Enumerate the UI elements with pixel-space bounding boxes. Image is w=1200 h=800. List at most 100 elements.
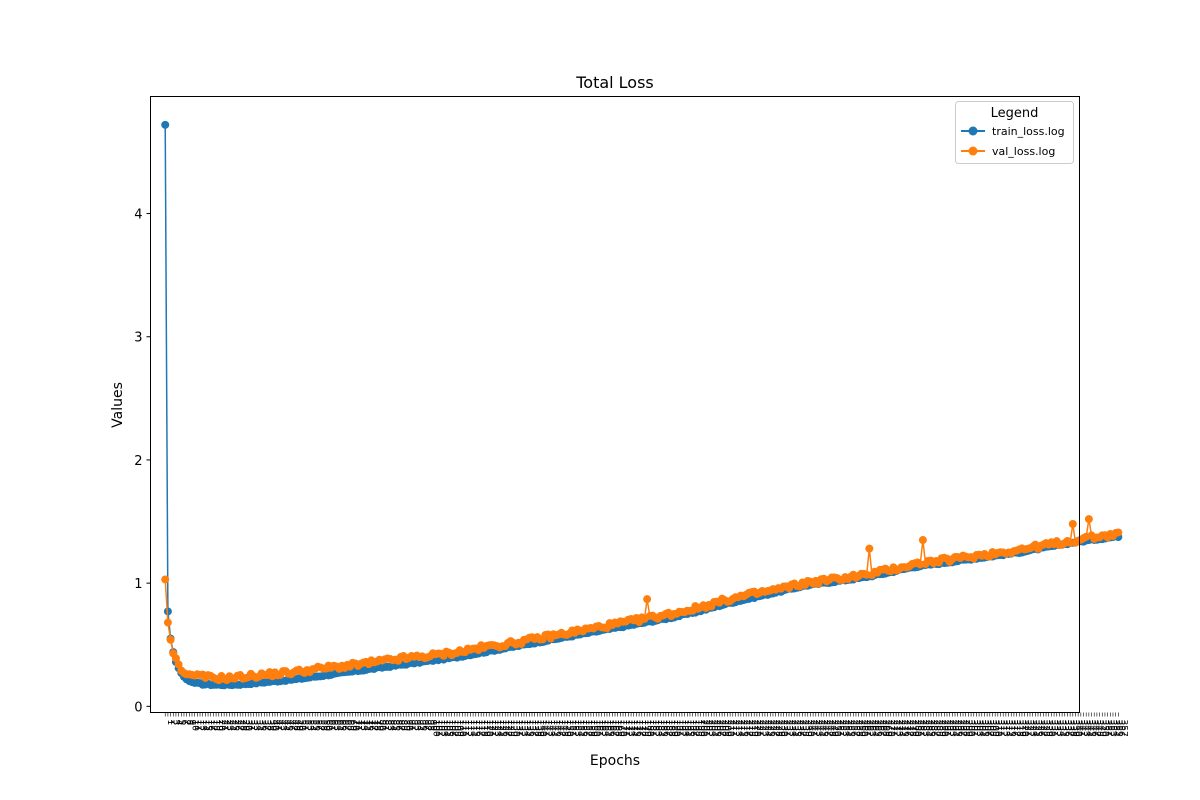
x-tick-label: 174: [628, 719, 638, 736]
x-tick-label: 325: [1033, 719, 1043, 736]
x-tick-label: 58: [318, 719, 328, 731]
x-tick-label: 249: [829, 719, 839, 736]
x-tick-label: 173: [626, 719, 636, 736]
x-tick-label: 311: [995, 719, 1005, 736]
x-tick-label: 327: [1038, 720, 1048, 737]
x-tick-label: 180: [644, 719, 654, 736]
x-tick-label: 135: [524, 720, 534, 737]
x-tick-label: 37: [262, 719, 272, 730]
data-point: [1114, 528, 1123, 537]
x-tick-label: 334: [1057, 720, 1067, 737]
x-tick-label: 36: [259, 719, 269, 731]
x-tick-label: 59: [321, 720, 331, 732]
x-tick-label: 268: [880, 719, 890, 736]
x-tick-label: 101: [433, 719, 443, 736]
x-tick-label: 322: [1025, 719, 1035, 736]
series-val: [161, 515, 1123, 685]
x-tick-label: 356: [1116, 720, 1126, 737]
x-tick-label: 197: [690, 720, 700, 737]
x-tick-label: 355: [1113, 719, 1123, 736]
x-tick-label: 214: [735, 719, 745, 736]
x-tick-label: 257: [851, 719, 861, 736]
x-tick-label: 230: [778, 720, 788, 737]
x-tick-label: 253: [840, 719, 850, 736]
x-tick-label: 264: [869, 719, 879, 736]
x-tick-label: 315: [1006, 719, 1016, 736]
x-tick-label: 3: [171, 719, 181, 725]
x-tick-label: 287: [931, 720, 941, 737]
x-tick-label: 56: [312, 720, 322, 732]
x-tick-label: 94: [414, 719, 424, 731]
data-point: [163, 618, 172, 627]
x-tick-label: 288: [934, 720, 944, 737]
x-tick-label: 133: [519, 719, 529, 736]
x-tick-label: 297: [958, 719, 968, 736]
x-tick-label: 222: [757, 720, 767, 737]
x-tick-label: 115: [470, 719, 480, 736]
x-tick-label: 227: [770, 719, 780, 736]
x-tick-label: 19: [213, 720, 223, 732]
x-tick-label: 51: [299, 719, 309, 730]
x-tick-label: 283: [920, 720, 930, 737]
x-tick-label: 15: [203, 719, 213, 730]
legend-box: [955, 101, 1074, 164]
x-tick-label: 171: [620, 720, 630, 737]
x-tick-label: 184: [655, 719, 665, 736]
x-tick-label: 47: [288, 719, 298, 730]
x-tick-label: 238: [800, 719, 810, 736]
x-tick-label: 84: [387, 719, 397, 731]
x-tick-label: 186: [661, 720, 671, 737]
x-tick-label: 170: [618, 719, 628, 736]
x-tick-label: 104: [441, 719, 451, 736]
x-tick-label: 284: [923, 720, 933, 737]
x-tick-label: 168: [612, 720, 622, 737]
x-tick-label: 109: [454, 719, 464, 736]
x-tick-label: 128: [505, 720, 515, 737]
x-tick-label: 181: [647, 719, 657, 736]
x-tick-label: 49: [294, 720, 304, 732]
x-tick-label: 270: [885, 720, 895, 737]
x-tick-label: 102: [436, 719, 446, 736]
x-tick-label: 41: [272, 720, 282, 731]
x-tick-label: 218: [746, 720, 756, 737]
x-tick-label: 126: [500, 719, 510, 736]
x-tick-label: 357: [1118, 719, 1128, 736]
x-tick-label: 344: [1084, 719, 1094, 736]
x-tick-label: 63: [331, 720, 341, 731]
x-tick-label: 352: [1105, 720, 1115, 737]
x-tick-label: 178: [639, 719, 649, 736]
x-tick-label: 333: [1054, 719, 1064, 736]
x-tick-label: 295: [952, 720, 962, 737]
x-tick-label: 154: [575, 720, 585, 737]
data-point: [1068, 520, 1077, 528]
x-tick-label: 106: [446, 720, 456, 737]
x-tick-label: 261: [861, 719, 871, 736]
x-tick-label: 103: [438, 720, 448, 737]
y-tick-label: 3: [134, 331, 142, 346]
x-tick-label: 88: [398, 720, 408, 732]
x-tick-label: 91: [406, 719, 416, 730]
x-tick-label: 119: [481, 719, 491, 736]
x-tick-label: 71: [353, 720, 363, 731]
x-tick-label: 336: [1062, 719, 1072, 736]
x-tick-label: 302: [971, 720, 981, 737]
x-tick-label: 97: [422, 719, 432, 730]
x-tick-label: 90: [404, 719, 414, 731]
x-tick-label: 100: [430, 720, 440, 737]
x-tick-label: 347: [1092, 719, 1102, 736]
x-tick-label: 141: [540, 719, 550, 736]
x-tick-label: 348: [1094, 720, 1104, 737]
x-tick-label: 323: [1027, 720, 1037, 737]
x-tick-label: 145: [551, 719, 561, 736]
x-tick-label: 31: [246, 720, 256, 731]
x-tick-label: 12: [195, 720, 205, 731]
x-tick-label: 83: [385, 719, 395, 730]
legend-train-marker: [968, 126, 978, 136]
x-tick-label: 151: [567, 719, 577, 736]
data-point: [918, 536, 927, 545]
x-tick-label: 77: [369, 720, 379, 731]
data-point: [174, 660, 183, 669]
x-tick-label: 163: [599, 719, 609, 736]
x-tick-label: 118: [478, 720, 488, 737]
x-tick-label: 266: [875, 720, 885, 737]
